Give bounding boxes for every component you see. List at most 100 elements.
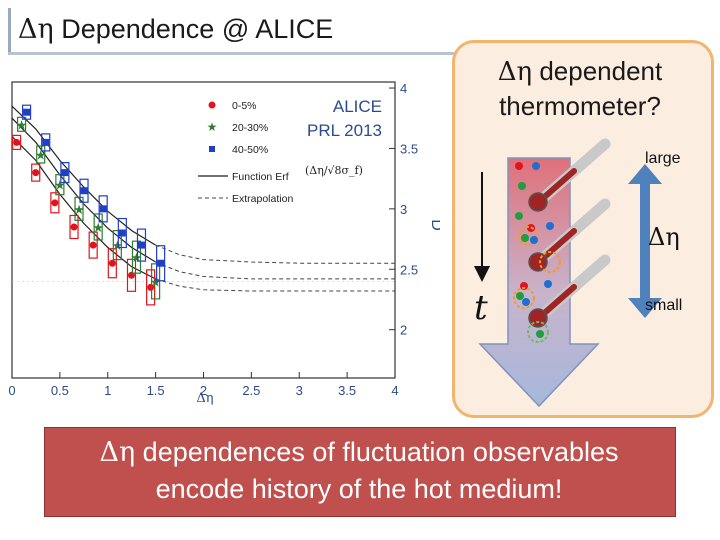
data-point-40-50 — [99, 205, 107, 213]
fit-lines — [11, 105, 395, 292]
thermometer-middle — [528, 198, 611, 272]
legend-label: Function Erf — [232, 171, 289, 183]
data-point-40-50 — [137, 241, 145, 249]
fit-line-solid — [11, 117, 156, 263]
error-box — [112, 230, 122, 261]
error-box — [88, 231, 98, 259]
conclusion-line-1: Δη dependences of fluctuation observable… — [44, 434, 674, 471]
error-box — [131, 240, 142, 274]
x-axis-label: Δη — [196, 391, 213, 405]
legend-marker-0-5 — [208, 101, 216, 109]
conclusion-line-2: encode history of the hot medium! — [155, 474, 563, 504]
title-underline — [8, 52, 456, 55]
error-box — [60, 162, 70, 184]
thermo-symbol: Δη — [497, 57, 533, 87]
axis-ticks: 0 0.5 1 1.5 2 2.5 3 3.5 4 2 2.5 3 3.5 4 — [8, 81, 418, 398]
time-arrow-big — [478, 157, 600, 408]
error-box — [156, 245, 166, 282]
error-box — [36, 145, 46, 164]
conclusion-line-1-text: dependences of fluctuation observables — [135, 437, 619, 467]
y-axis-label: D — [428, 219, 440, 231]
error-box — [98, 195, 108, 223]
y-tick-label: 4 — [400, 81, 407, 96]
data-point-20-30: ★ — [54, 178, 66, 193]
slide-title: Δη Dependence @ ALICE — [18, 14, 333, 45]
deta-arrow-down — [628, 298, 662, 318]
data-point-0-5 — [147, 283, 155, 291]
label-delta-eta: Δη — [648, 223, 680, 251]
label-small: small — [645, 297, 683, 314]
reference-label: ALICE PRL 2013 — [290, 95, 382, 143]
y-tick-label: 2.5 — [400, 262, 418, 277]
error-box — [107, 248, 117, 279]
conclusion-text: Δη dependences of fluctuation observable… — [44, 434, 674, 507]
error-box — [146, 269, 156, 306]
data-point-0-5 — [51, 199, 59, 207]
error-box — [93, 213, 103, 241]
error-box — [69, 214, 79, 240]
title-text: Dependence @ ALICE — [53, 14, 334, 44]
x-tick-label: 1.5 — [147, 383, 165, 398]
data-point-20-30: ★ — [73, 202, 85, 217]
conclusion-symbol: Δη — [99, 437, 136, 468]
conclusion-banner — [44, 427, 676, 517]
y-tick-label: 3 — [400, 202, 407, 217]
thermo-line-1: Δη dependent — [462, 54, 698, 89]
thermo-line-1-text: dependent — [532, 56, 663, 86]
legend-label: 0-5% — [232, 100, 257, 112]
y-tick-label: 2 — [400, 323, 407, 338]
data-point-40-50 — [118, 229, 126, 237]
data-point-0-5 — [89, 241, 97, 249]
data-point-20-30: ★ — [16, 117, 28, 132]
x-tick-label: 2 — [200, 383, 207, 398]
fit-line-extrapolation — [155, 244, 395, 264]
legend-label: Extrapolation — [232, 193, 293, 205]
error-box — [55, 174, 65, 196]
ref-line-1: ALICE — [332, 97, 382, 116]
x-tick-label: 3.5 — [338, 383, 356, 398]
data-point-0-5 — [108, 259, 116, 267]
fit-line-solid — [11, 135, 156, 280]
data-point-20-30: ★ — [131, 250, 143, 265]
y-tick-label: 3.5 — [400, 141, 418, 156]
data-point-0-5 — [13, 138, 21, 146]
plot-frame — [11, 81, 396, 379]
fit-line-extrapolation — [155, 278, 395, 292]
data-point-20-30: ★ — [35, 147, 47, 162]
data-point-0-5 — [32, 169, 40, 177]
data-point-40-50 — [42, 138, 50, 146]
data-point-0-5 — [70, 223, 78, 231]
legend-marker-20-30: ★ — [207, 120, 218, 134]
title-accent-bar — [8, 8, 399, 52]
x-tick-label: 0.5 — [51, 383, 69, 398]
alice-chart: ★ ★ ★ ★ ★ ★ ★ ★ 0 0.5 1 1.5 2 2.5 3 3.5 4 2 2.5 3 3.5 4 Δη D… — [8, 81, 440, 405]
error-box — [74, 196, 84, 221]
thermometer-top — [528, 138, 611, 212]
x-tick-label: 0 — [8, 383, 15, 398]
data-point-40-50 — [80, 187, 88, 195]
legend-label-erf-argument: (Δη/√8σ_f) — [305, 164, 363, 177]
title-symbol: Δη — [18, 14, 54, 45]
x-tick-label: 4 — [391, 383, 398, 398]
error-box — [151, 263, 161, 300]
data-point-40-50 — [61, 169, 69, 177]
data-point-40-50 — [23, 108, 31, 116]
error-box — [21, 104, 32, 120]
data-point-40-50 — [157, 259, 165, 267]
label-time: t — [474, 288, 488, 328]
error-box — [31, 163, 41, 182]
thermo-line-2: thermometer? — [499, 91, 661, 121]
error-box — [117, 217, 127, 249]
x-tick-label: 3 — [296, 383, 303, 398]
thermometer-illustration — [474, 138, 662, 408]
error-box — [79, 178, 89, 203]
error-box — [41, 133, 51, 152]
label-large: large — [645, 150, 681, 167]
data-marks: ★ ★ ★ ★ ★ ★ ★ ★ — [11, 104, 166, 306]
error-box — [16, 116, 27, 132]
time-axis-head — [474, 266, 490, 282]
error-box — [136, 228, 147, 262]
data-point-20-30: ★ — [150, 274, 162, 289]
particle-dots — [513, 162, 561, 343]
legend: 0-5% ★ 20-30% 40-50% Function Erf Extrapolati… — [198, 100, 363, 205]
